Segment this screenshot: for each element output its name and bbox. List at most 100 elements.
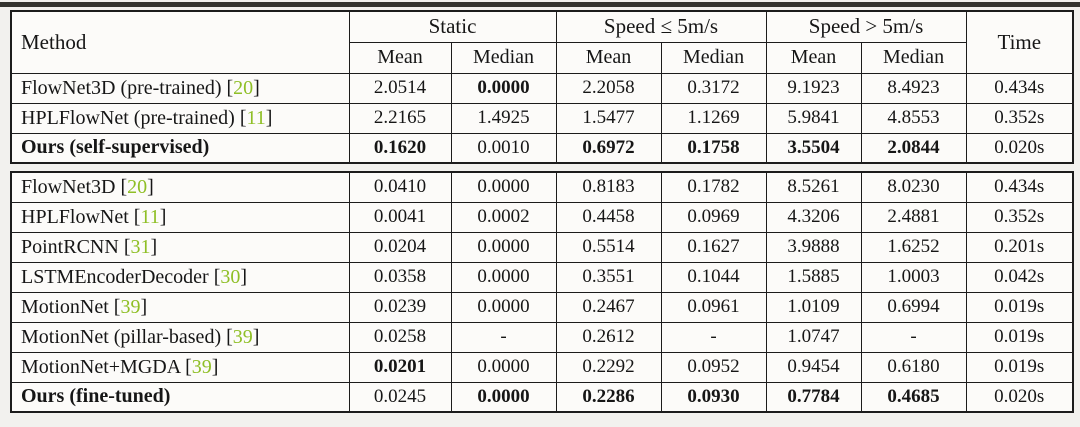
value-cell: 8.5261: [765, 171, 862, 203]
method-cell: HPLFlowNet [11]: [10, 201, 350, 233]
time-cell: 0.042s: [965, 261, 1074, 293]
value-cell: 0.0410: [348, 171, 452, 203]
value-cell: 0.0010: [450, 132, 557, 164]
value-cell: 0.0969: [660, 201, 767, 233]
value-cell: 1.5477: [555, 102, 662, 134]
value-cell: 0.0239: [348, 291, 452, 323]
method-name: FlowNet3D: [21, 175, 116, 198]
method-name: Ours (fine-tuned): [21, 385, 171, 408]
method-name: MotionNet: [21, 295, 109, 318]
value-cell: 0.0930: [660, 381, 767, 413]
subheader-gt5-mean: Mean: [765, 41, 862, 74]
method-name: HPLFlowNet (pre-trained): [21, 106, 235, 129]
table-row: HPLFlowNet [11] 0.0041 0.0002 0.4458 0.0969 4…: [10, 201, 1074, 233]
value-cell: 1.0003: [860, 261, 967, 293]
value-cell: 0.0000: [450, 231, 557, 263]
time-column-header: Time: [965, 10, 1074, 74]
value-cell: 8.0230: [860, 171, 967, 203]
value-cell: 0.0000: [450, 171, 557, 203]
page-top-rule: [0, 2, 1080, 7]
value-cell: 0.1627: [660, 231, 767, 263]
time-cell: 0.019s: [965, 291, 1074, 323]
table-row: MotionNet+MGDA [39] 0.0201 0.0000 0.2292 0.0…: [10, 351, 1074, 383]
method-name: MotionNet+MGDA: [21, 355, 181, 378]
value-cell: 3.9888: [765, 231, 862, 263]
citation-ref: 31: [130, 235, 151, 258]
value-cell: 0.9454: [765, 351, 862, 383]
value-cell: 0.0002: [450, 201, 557, 233]
value-cell: 1.0109: [765, 291, 862, 323]
method-cell: LSTMEncoderDecoder [30]: [10, 261, 350, 293]
value-cell: 0.1620: [348, 132, 452, 164]
time-cell: 0.020s: [965, 132, 1074, 164]
time-cell: 0.201s: [965, 231, 1074, 263]
value-cell: 1.4925: [450, 102, 557, 134]
method-cell: MotionNet [39]: [10, 291, 350, 323]
table-row: Ours (fine-tuned) 0.0245 0.0000 0.2286 0.093…: [10, 381, 1074, 413]
table-row: Ours (self-supervised) 0.1620 0.0010 0.6972…: [10, 132, 1074, 164]
time-cell: 0.352s: [965, 201, 1074, 233]
value-cell: 0.2286: [555, 381, 662, 413]
value-cell: 0.0961: [660, 291, 767, 323]
value-cell: 1.0747: [765, 321, 862, 353]
table-row: LSTMEncoderDecoder [30] 0.0358 0.0000 0.355…: [10, 261, 1074, 293]
value-cell: 3.5504: [765, 132, 862, 164]
value-cell: 0.1782: [660, 171, 767, 203]
results-table-top-section: Method Static Speed ≤ 5m/s Speed > 5m/s …: [10, 10, 1075, 164]
results-table-container: Method Static Speed ≤ 5m/s Speed > 5m/s …: [10, 10, 1075, 413]
method-cell: FlowNet3D (pre-trained) [20]: [10, 72, 350, 104]
subheader-static-median: Median: [450, 41, 557, 74]
method-cell: Ours (fine-tuned): [10, 381, 350, 413]
subheader-static-mean: Mean: [348, 41, 452, 74]
table-row: HPLFlowNet (pre-trained) [11] 2.2165 1.492…: [10, 102, 1074, 134]
value-cell: 2.2058: [555, 72, 662, 104]
results-table-bottom-section: FlowNet3D [20] 0.0410 0.0000 0.8183 0.1782 8.…: [10, 171, 1074, 413]
method-name: Ours (self-supervised): [21, 136, 210, 159]
value-cell: 0.0041: [348, 201, 452, 233]
value-cell: 0.0245: [348, 381, 452, 413]
citation-ref: 20: [127, 175, 148, 198]
value-cell: 1.1269: [660, 102, 767, 134]
value-cell: 0.0000: [450, 291, 557, 323]
time-cell: 0.434s: [965, 72, 1074, 104]
value-cell: 5.9841: [765, 102, 862, 134]
value-cell: 4.8553: [860, 102, 967, 134]
subheader-le5-mean: Mean: [555, 41, 662, 74]
time-cell: 0.020s: [965, 381, 1074, 413]
value-cell: 0.0000: [450, 351, 557, 383]
table-row: FlowNet3D [20] 0.0410 0.0000 0.8183 0.1782 8.…: [10, 171, 1074, 203]
time-cell: 0.352s: [965, 102, 1074, 134]
subheader-le5-median: Median: [660, 41, 767, 74]
value-cell: 1.5885: [765, 261, 862, 293]
value-cell: 2.0844: [860, 132, 967, 164]
method-cell: Ours (self-supervised): [10, 132, 350, 164]
value-cell: 0.2612: [555, 321, 662, 353]
sub-header-row: Mean Median Mean Median Mean Median: [11, 41, 1073, 74]
citation-ref: 11: [140, 205, 160, 228]
value-cell: 0.3172: [660, 72, 767, 104]
value-cell: -: [860, 321, 967, 353]
citation-ref: 30: [220, 265, 241, 288]
value-cell: -: [450, 321, 557, 353]
method-name: HPLFlowNet: [21, 205, 129, 228]
value-cell: 0.2467: [555, 291, 662, 323]
value-cell: 0.0201: [348, 351, 452, 383]
method-cell: MotionNet (pillar-based) [39]: [10, 321, 350, 353]
group-header-static: Static: [348, 10, 557, 43]
time-cell: 0.434s: [965, 171, 1074, 203]
value-cell: 4.3206: [765, 201, 862, 233]
value-cell: 0.0258: [348, 321, 452, 353]
value-cell: 1.6252: [860, 231, 967, 263]
value-cell: 8.4923: [860, 72, 967, 104]
method-name: MotionNet (pillar-based): [21, 325, 222, 348]
method-cell: PointRCNN [31]: [10, 231, 350, 263]
citation-ref: 39: [120, 295, 141, 318]
citation-ref: 11: [246, 106, 266, 129]
group-header-row: Method Static Speed ≤ 5m/s Speed > 5m/s …: [10, 10, 1074, 74]
time-cell: 0.019s: [965, 351, 1074, 383]
value-cell: 0.8183: [555, 171, 662, 203]
value-cell: 0.3551: [555, 261, 662, 293]
group-header-speed-le-5ms: Speed ≤ 5m/s: [555, 10, 767, 43]
value-cell: 0.6180: [860, 351, 967, 383]
method-cell: FlowNet3D [20]: [10, 171, 350, 203]
